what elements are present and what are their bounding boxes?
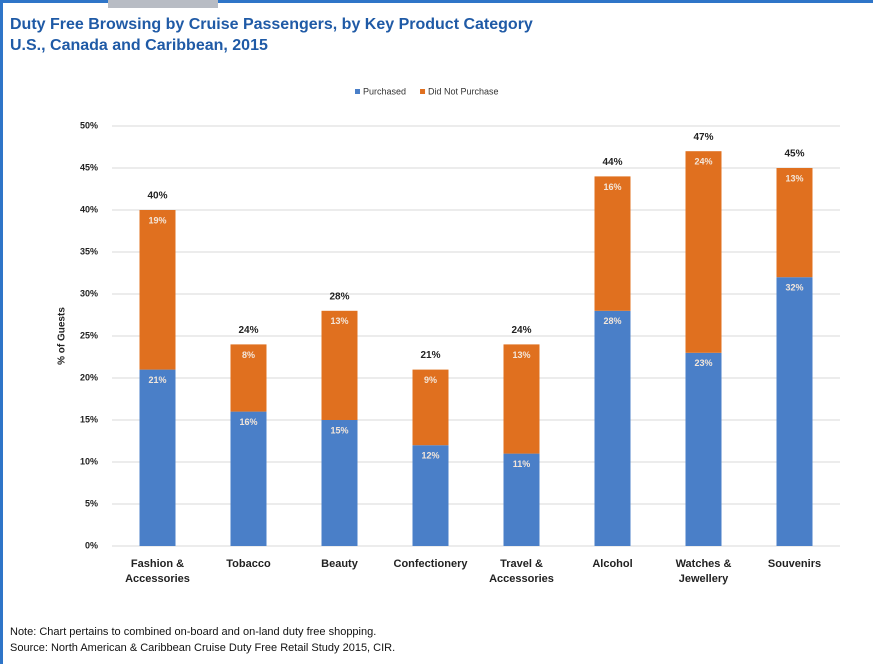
total-label: 28%: [329, 291, 349, 302]
legend-swatch: [355, 89, 360, 94]
data-label: 8%: [242, 350, 255, 360]
x-tick-label: Fashion & Accessories: [125, 558, 190, 585]
data-label: 13%: [330, 316, 348, 326]
bar-segment: [685, 151, 722, 353]
x-tick-label: Travel & Accessories: [489, 558, 554, 585]
data-label: 12%: [421, 451, 439, 461]
y-tick-label: 25%: [80, 330, 98, 340]
bar-segment: [230, 344, 267, 412]
bar-segment: [412, 445, 449, 546]
bar-segment: [594, 176, 631, 311]
legend-swatch: [420, 89, 426, 94]
y-tick-label: 50%: [80, 120, 98, 130]
frame-top: [0, 0, 873, 3]
y-tick-label: 10%: [80, 456, 98, 466]
frame-left: [0, 0, 3, 664]
y-tick-label: 30%: [80, 288, 98, 298]
note: Note: Chart pertains to combined on-boar…: [10, 626, 376, 638]
legend-label: Purchased: [363, 86, 406, 96]
bar-segment: [230, 411, 267, 546]
total-label: 21%: [420, 350, 440, 361]
data-label: 13%: [512, 350, 530, 360]
total-label: 24%: [511, 325, 531, 336]
x-tick-label: Tobacco: [226, 558, 271, 570]
bar-segment: [776, 168, 813, 278]
total-label: 45%: [784, 149, 804, 160]
total-label: 40%: [147, 191, 167, 202]
note: Source: North American & Caribbean Cruis…: [10, 642, 395, 654]
tab: [108, 0, 218, 8]
bar-segment: [594, 310, 631, 546]
bar-segment: [503, 453, 540, 546]
bar-segment: [776, 277, 813, 546]
y-tick-label: 0%: [85, 540, 98, 550]
x-tick-label: Beauty: [321, 558, 358, 570]
data-label: 32%: [785, 283, 803, 293]
y-tick-label: 5%: [85, 498, 98, 508]
x-tick-label: Watches & Jewellery: [675, 558, 732, 585]
x-tick-label: Alcohol: [592, 558, 633, 570]
y-tick-label: 15%: [80, 414, 98, 424]
bar-segment: [321, 310, 358, 420]
y-axis-label: % of Guests: [57, 307, 68, 365]
bar-segment: [139, 210, 176, 370]
bar-segment: [503, 344, 540, 454]
x-tick-label: Souvenirs: [767, 558, 822, 570]
y-tick-label: 45%: [80, 162, 98, 172]
bar-segment: [685, 352, 722, 546]
total-label: 24%: [238, 325, 258, 336]
y-tick-label: 40%: [80, 204, 98, 214]
data-label: 15%: [330, 425, 348, 435]
bar-segment: [412, 369, 449, 446]
data-label: 19%: [148, 215, 166, 225]
chart-title: Duty Free Browsing by Cruise Passengers,…: [10, 16, 533, 33]
y-tick-label: 20%: [80, 372, 98, 382]
chart-subtitle: U.S., Canada and Caribbean, 2015: [10, 37, 268, 54]
data-label: 23%: [694, 358, 712, 368]
total-label: 47%: [693, 132, 713, 143]
data-label: 16%: [239, 417, 257, 427]
legend-label: Did Not Purchase: [428, 86, 499, 96]
data-label: 9%: [424, 375, 437, 385]
data-label: 16%: [603, 182, 621, 192]
data-label: 28%: [603, 316, 621, 326]
total-label: 44%: [602, 157, 622, 168]
y-tick-label: 35%: [80, 246, 98, 256]
x-tick-label: Confectionery: [393, 558, 468, 570]
bar-segment: [321, 420, 358, 546]
data-label: 11%: [513, 459, 531, 469]
data-label: 21%: [148, 375, 166, 385]
bar-segment: [139, 369, 176, 546]
data-label: 24%: [694, 157, 712, 167]
data-label: 13%: [785, 173, 803, 183]
